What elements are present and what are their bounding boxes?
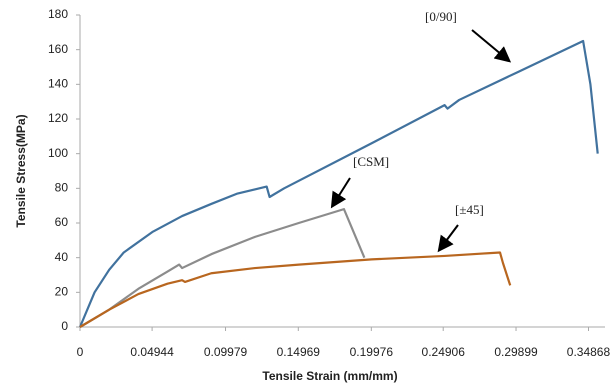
x-tick-label: 0.34868 — [567, 345, 610, 359]
x-tick-label: 0.04944 — [130, 345, 174, 359]
x-tick-label: 0 — [77, 345, 84, 359]
y-tick-label: 20 — [55, 285, 69, 299]
arrow — [330, 177, 351, 209]
series-line — [78, 39, 599, 328]
y-tick-label: 60 — [55, 215, 69, 229]
annotation: [CSM] — [353, 154, 389, 169]
x-tick-label: 0.09979 — [204, 345, 248, 359]
x-tick-label: 0.19976 — [350, 345, 394, 359]
y-tick-label: 100 — [48, 146, 68, 160]
x-tick-label: 0.14969 — [277, 345, 321, 359]
series-line — [79, 251, 512, 328]
series-line — [79, 208, 366, 328]
annotation: [±45] — [455, 202, 484, 217]
x-axis-title: Tensile Strain (mm/mm) — [262, 369, 397, 383]
y-tick-label: 40 — [55, 250, 69, 264]
y-tick-label: 120 — [48, 111, 68, 125]
y-axis-title: Tensile Stress(MPa) — [14, 114, 28, 227]
y-tick-label: 160 — [48, 42, 68, 56]
x-tick-label: 0.24906 — [422, 345, 466, 359]
y-tick-label: 80 — [55, 181, 69, 195]
arrow — [437, 224, 459, 253]
x-tick-label: 0.29899 — [494, 345, 538, 359]
y-tick-label: 180 — [48, 7, 68, 21]
arrow — [471, 29, 512, 63]
y-tick-label: 140 — [48, 77, 68, 91]
y-tick-label: 0 — [61, 319, 68, 333]
annotation: [0/90] — [425, 9, 457, 24]
